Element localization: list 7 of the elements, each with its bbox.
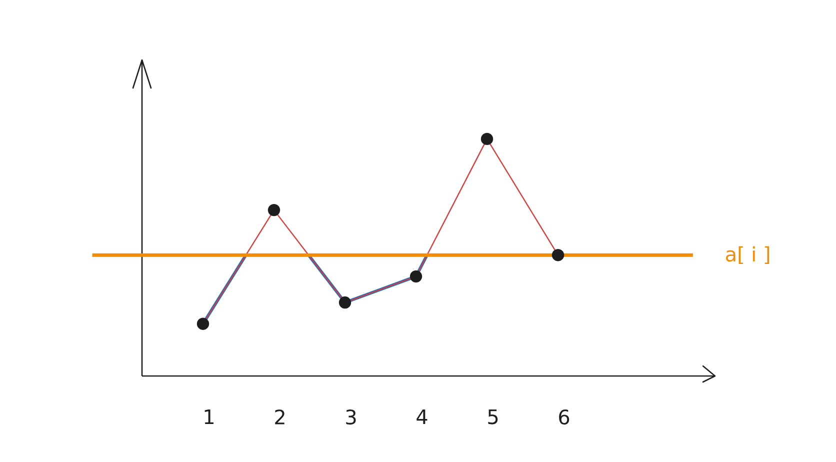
ref-line-label: a[ i ] [726, 246, 770, 264]
x-tick-label: 2 [275, 410, 284, 424]
x-tick-label: 5 [488, 410, 498, 424]
x-tick-label: 4 [416, 410, 428, 424]
x-tick-label: 3 [346, 410, 356, 425]
x-tick-label: 1 [204, 410, 214, 424]
x-tick-label: 6 [559, 410, 570, 425]
